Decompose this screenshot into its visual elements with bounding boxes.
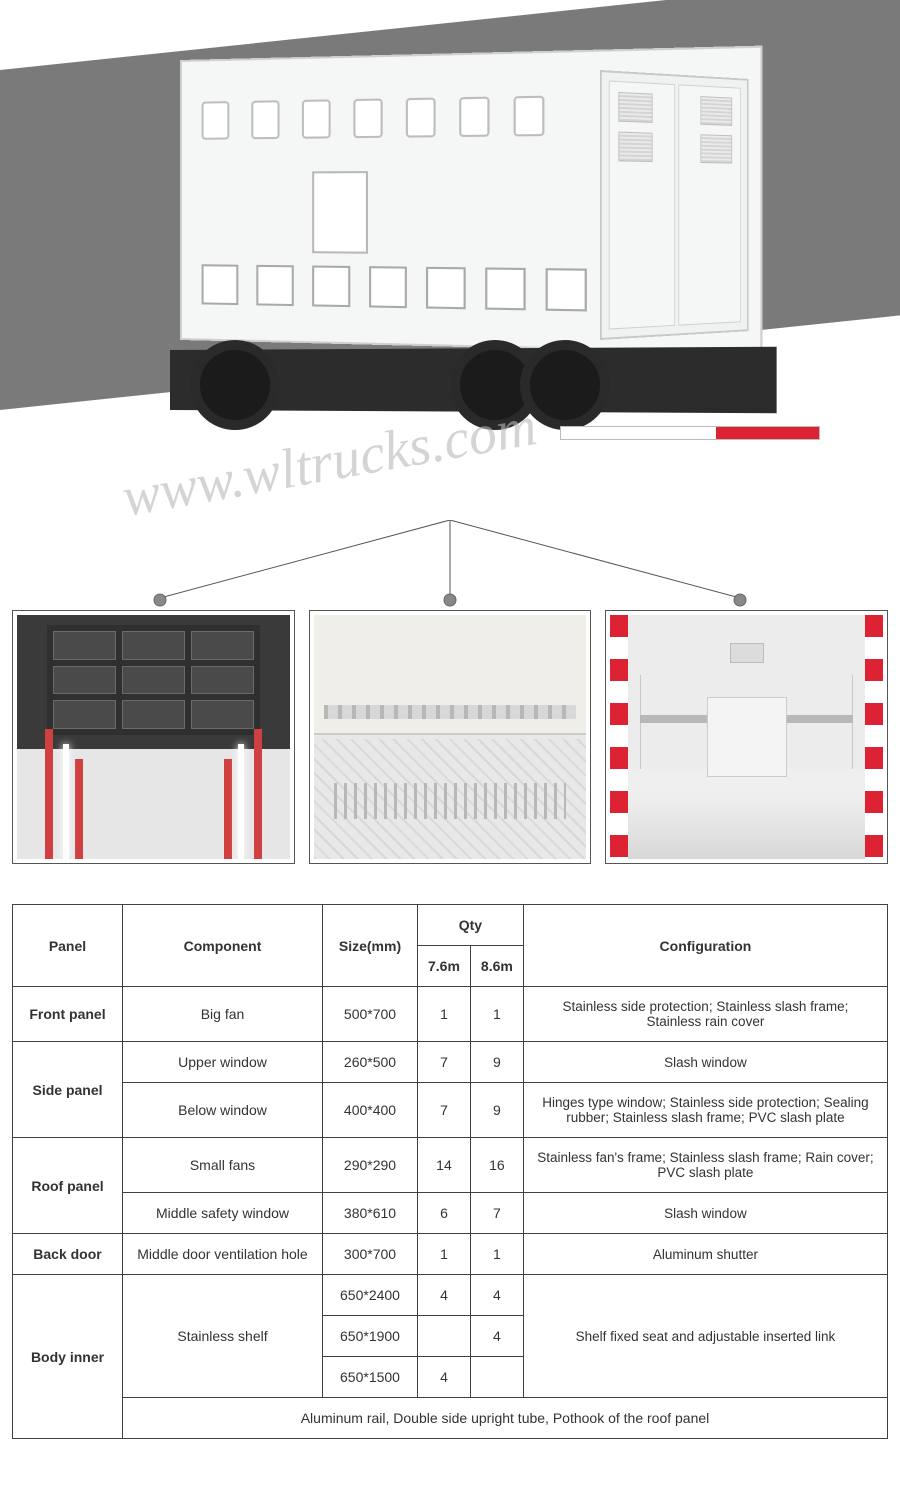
cell-q76: 7 [418, 1083, 471, 1138]
th-size: Size(mm) [323, 905, 418, 987]
cell-panel: Back door [13, 1234, 123, 1275]
wheel-front [190, 340, 280, 430]
thumb-ceiling-fans [12, 610, 295, 864]
rear-bumper [560, 426, 820, 440]
cell-size: 290*290 [323, 1138, 418, 1193]
side-door [312, 171, 368, 254]
cell-size: 380*610 [323, 1193, 418, 1234]
cell-q76 [418, 1316, 471, 1357]
thumb-interior-depth [605, 610, 888, 864]
detail-thumbnails [0, 610, 900, 864]
hero-truck-image: www.wltrucks.com [0, 0, 900, 520]
cell-config: Slash window [523, 1042, 887, 1083]
cell-size: 400*400 [323, 1083, 418, 1138]
th-config: Configuration [523, 905, 887, 987]
cell-size: 300*700 [323, 1234, 418, 1275]
table-row: Roof panel Small fans 290*290 14 16 Stai… [13, 1138, 888, 1193]
cell-panel: Roof panel [13, 1138, 123, 1234]
cell-config: Hinges type window; Stainless side prote… [523, 1083, 887, 1138]
cell-q86: 9 [470, 1042, 523, 1083]
cell-panel: Body inner [13, 1275, 123, 1439]
table-row: Body inner Stainless shelf 650*2400 4 4 … [13, 1275, 888, 1316]
cell-config: Stainless fan's frame; Stainless slash f… [523, 1138, 887, 1193]
cell-component: Stainless shelf [123, 1275, 323, 1398]
cell-q76: 14 [418, 1138, 471, 1193]
cell-q86: 1 [470, 987, 523, 1042]
cell-component: Upper window [123, 1042, 323, 1083]
cell-q86: 4 [470, 1316, 523, 1357]
wheel-rear [520, 340, 610, 430]
cell-size: 650*1900 [323, 1316, 418, 1357]
truck-rear-doors [600, 70, 748, 340]
table-row: Middle safety window 380*610 6 7 Slash w… [13, 1193, 888, 1234]
th-component: Component [123, 905, 323, 987]
lower-windows [202, 264, 587, 316]
cell-q76: 1 [418, 1234, 471, 1275]
cell-q86: 7 [470, 1193, 523, 1234]
cell-q86: 9 [470, 1083, 523, 1138]
upper-windows [202, 95, 587, 142]
cell-config: Aluminum shutter [523, 1234, 887, 1275]
cell-q86 [470, 1357, 523, 1398]
table-row: Side panel Upper window 260*500 7 9 Slas… [13, 1042, 888, 1083]
cell-component: Small fans [123, 1138, 323, 1193]
table-row: Front panel Big fan 500*700 1 1 Stainles… [13, 987, 888, 1042]
cell-q76: 1 [418, 987, 471, 1042]
cell-q86: 1 [470, 1234, 523, 1275]
cell-q76: 4 [418, 1275, 471, 1316]
cell-config: Shelf fixed seat and adjustable inserted… [523, 1275, 887, 1398]
cell-panel: Side panel [13, 1042, 123, 1138]
cell-component: Middle door ventilation hole [123, 1234, 323, 1275]
cell-q76: 7 [418, 1042, 471, 1083]
cell-size: 500*700 [323, 987, 418, 1042]
table-header-row: Panel Component Size(mm) Qty Configurati… [13, 905, 888, 946]
cell-config: Slash window [523, 1193, 887, 1234]
cell-q86: 16 [470, 1138, 523, 1193]
cell-size: 260*500 [323, 1042, 418, 1083]
cell-q76: 6 [418, 1193, 471, 1234]
callout-lines [0, 520, 900, 610]
th-qty-76: 7.6m [418, 946, 471, 987]
cell-q76: 4 [418, 1357, 471, 1398]
table-row: Below window 400*400 7 9 Hinges type win… [13, 1083, 888, 1138]
cell-footer: Aluminum rail, Double side upright tube,… [123, 1398, 888, 1439]
cell-size: 650*1500 [323, 1357, 418, 1398]
spec-table: Panel Component Size(mm) Qty Configurati… [12, 904, 888, 1439]
cell-component: Big fan [123, 987, 323, 1042]
th-qty: Qty [418, 905, 524, 946]
th-panel: Panel [13, 905, 123, 987]
cell-config: Stainless side protection; Stainless sla… [523, 987, 887, 1042]
table-footer-row: Aluminum rail, Double side upright tube,… [13, 1398, 888, 1439]
cell-component: Middle safety window [123, 1193, 323, 1234]
th-qty-86: 8.6m [470, 946, 523, 987]
thumb-shelf-rail [309, 610, 592, 864]
cell-panel: Front panel [13, 987, 123, 1042]
truck-illustration [120, 60, 780, 440]
cell-q86: 4 [470, 1275, 523, 1316]
cell-size: 650*2400 [323, 1275, 418, 1316]
table-row: Back door Middle door ventilation hole 3… [13, 1234, 888, 1275]
cell-component: Below window [123, 1083, 323, 1138]
